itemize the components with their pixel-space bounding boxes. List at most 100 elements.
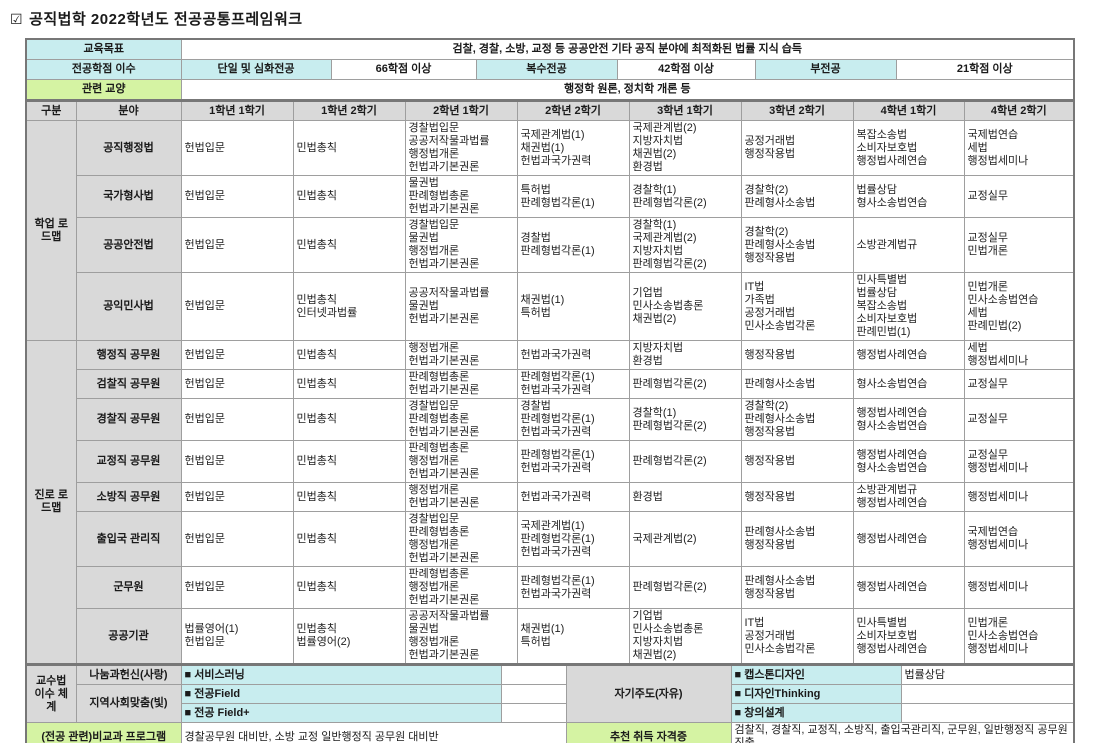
course-name: 행정작용법 bbox=[744, 490, 796, 503]
course-name: 판례형법각론(1) bbox=[520, 245, 595, 257]
course-name: 헌법과국가권력 bbox=[520, 587, 592, 600]
course-cell: IT법 가족법 공정거래법 민사소송법각론 bbox=[740, 272, 854, 341]
course-name: 헌법입문 bbox=[184, 348, 225, 361]
course-cell: 헌법입문 bbox=[180, 120, 294, 176]
course-name: 경찰학(2) bbox=[744, 183, 789, 196]
course-name: 경찰법입문 bbox=[408, 513, 460, 525]
course-name: 행정법개론 bbox=[408, 636, 460, 648]
course-name: 행정법개론 bbox=[408, 342, 460, 354]
course-name: 공공저작물과법률 bbox=[408, 135, 490, 147]
course-name: 헌법입문 bbox=[184, 532, 225, 545]
course-name: 헌법과기본권론 bbox=[408, 355, 480, 367]
course-name: 인터넷과법률 bbox=[296, 306, 358, 319]
field-label: 국가형사법 bbox=[75, 175, 182, 218]
course-cell: 민법총칙 법률영어(2) bbox=[292, 608, 406, 665]
course-name: 민사특별법 bbox=[856, 616, 908, 629]
table-row: 교정직 공무원 헌법입문 민법총칙 판례형법총론 행정법개론 헌법과기본권론 판례형법각론(… bbox=[26, 440, 1075, 483]
course-name: 헌법과국가권력 bbox=[520, 384, 592, 396]
course-cell: 민법총칙 인터넷과법률 bbox=[292, 272, 406, 341]
roadmap-group-label: 학업 로드맵 bbox=[25, 120, 77, 341]
course-name: 헌법입문 bbox=[184, 377, 225, 390]
course-name: 행정법사례연습 bbox=[856, 448, 928, 461]
credits-row: 전공학점 이수 단일 및 심화전공 66학점 이상 복수전공 42학점 이상 부… bbox=[25, 59, 1075, 80]
course-name: 헌법과국가권력 bbox=[520, 348, 592, 361]
course-name: 국제관계법(2) bbox=[632, 232, 697, 244]
course-cell: 국제관계법(1) 판례형법각론(1) 헌법과국가권력 bbox=[516, 511, 630, 567]
course-name: 판례형법각론(1) bbox=[520, 448, 595, 461]
course-cell: 민법개론 민사소송법연습 행정법세미나 bbox=[963, 608, 1075, 665]
course-name: 경찰학(1) bbox=[632, 183, 677, 196]
course-cell: 지방자치법 환경법 bbox=[628, 340, 742, 370]
course-name: 민법개론 bbox=[967, 245, 1008, 257]
course-cell: 헌법과국가권력 bbox=[516, 340, 630, 370]
course-cell: 민법총칙 bbox=[292, 440, 406, 483]
course-name: 판례형법각론(1) bbox=[520, 196, 595, 209]
liberal-arts-text: 행정학 원론, 정치학 개론 등 bbox=[180, 79, 1075, 101]
course-cell: 경찰학(2) 판례형사소송법 bbox=[740, 175, 854, 218]
course-cell: 헌법입문 bbox=[180, 440, 294, 483]
course-name: 판례형법각론(1) bbox=[520, 371, 595, 383]
column-header: 1학년 2학기 bbox=[292, 100, 406, 121]
course-name: 판례형법총론 bbox=[408, 568, 470, 580]
field-label: 경찰직 공무원 bbox=[75, 398, 182, 441]
table-row: 출입국 관리직 헌법입문 민법총칙 경찰법입문 판례형법총론 행정법개론 헌법과기본권론 국제… bbox=[26, 511, 1075, 567]
course-cell: 교정실무 bbox=[963, 369, 1075, 399]
extracurricular-label: (전공 관련)비교과 프로그램 bbox=[25, 722, 182, 743]
course-name: 경찰학(1) bbox=[632, 406, 677, 419]
course-name: 판례형법각론(2) bbox=[632, 581, 707, 593]
course-name: 판례형사소송법 bbox=[744, 238, 816, 251]
course-name: 행정법개론 bbox=[408, 539, 460, 551]
course-name: 판례형법총론 bbox=[408, 371, 470, 383]
course-name: 헌법과기본권론 bbox=[408, 258, 480, 270]
course-cell: 법률상담 형사소송법연습 bbox=[852, 175, 965, 218]
credits-type-double: 복수전공 bbox=[475, 59, 618, 80]
course-cell: 민법총칙 bbox=[292, 175, 406, 218]
course-cell: 판례형법각론(1) 헌법과국가권력 bbox=[516, 440, 630, 483]
course-name: 물권법 bbox=[408, 177, 439, 189]
pedagogy-row-2: 지역사회맞춤(빛) ■ 전공Field ■ 디자인Thinking bbox=[26, 684, 1075, 723]
course-cell: 민법총칙 bbox=[292, 120, 406, 176]
course-name: 교정실무 bbox=[967, 232, 1008, 244]
course-name: 행정법세미나 bbox=[967, 461, 1029, 474]
course-name: 행정법사례연습 bbox=[856, 497, 928, 509]
course-name: 경찰법 bbox=[520, 232, 551, 244]
course-name: 헌법입문 bbox=[184, 490, 225, 503]
course-name: 헌법과국가권력 bbox=[520, 490, 592, 503]
course-name: 행정법사례연습 bbox=[856, 406, 928, 419]
course-name: 공정거래법 bbox=[744, 135, 796, 147]
credits-type-single: 단일 및 심화전공 bbox=[180, 59, 332, 80]
course-cell: 소방관계법규 행정법사례연습 bbox=[852, 482, 965, 512]
course-cell: 헌법입문 bbox=[180, 217, 294, 273]
course-name: 판례형법각론(1) bbox=[520, 574, 595, 587]
course-cell: 판례형사소송법 행정작용법 bbox=[740, 566, 854, 609]
credits-value-single: 66학점 이상 bbox=[330, 59, 477, 80]
column-header: 2학년 1학기 bbox=[404, 100, 518, 121]
pedagogy-row-1: 교수법 이수 체계 나눔과헌신(사랑) ■ 서비스러닝 자기주도(자유) ■ 캡… bbox=[25, 664, 1075, 723]
course-name: 특허법 bbox=[520, 306, 551, 319]
course-name: 특허법 bbox=[520, 183, 551, 196]
pedagogy-item-service-learning: ■ 서비스러닝 bbox=[180, 664, 502, 685]
course-name: 민사소송법연습 bbox=[967, 293, 1039, 306]
course-cell: 물권법 판례형법총론 헌법과기본권론 bbox=[404, 175, 518, 218]
course-cell: 헌법입문 bbox=[180, 272, 294, 341]
course-name: 민법총칙 bbox=[296, 413, 337, 425]
course-name: 행정법세미나 bbox=[967, 490, 1029, 503]
course-name: 물권법 bbox=[408, 623, 439, 635]
course-cell: 헌법입문 bbox=[180, 175, 294, 218]
course-cell: 교정실무 행정법세미나 bbox=[963, 440, 1075, 483]
course-name: 경찰학(1) bbox=[632, 219, 677, 231]
course-cell: 국제관계법(1) 채권법(1) 헌법과국가권력 bbox=[516, 120, 630, 176]
course-name: 행정법개론 bbox=[408, 245, 460, 257]
course-cell: 채권법(1) 특허법 bbox=[516, 608, 630, 665]
course-name: 민사소송법총론 bbox=[632, 300, 704, 312]
course-cell: 민법총칙 bbox=[292, 566, 406, 609]
course-name: 판례형법각론(2) bbox=[632, 377, 707, 390]
roadmap-group-label: 진로 로드맵 bbox=[25, 340, 77, 665]
course-cell: 민사특별법 법률상담 복잡소송법 소비자보호법 판례민법(1) bbox=[852, 272, 965, 341]
table-row: 진로 로드맵 행정직 공무원 헌법입문 민법총칙 행정법개론 헌법과기본권론 헌법과국가권력… bbox=[25, 340, 1075, 665]
course-name: 교정실무 bbox=[967, 448, 1008, 461]
page-title-text: 공직법학 2022학년도 전공공통프레임워크 bbox=[29, 11, 303, 28]
course-name: 지방자치법 bbox=[632, 342, 684, 354]
course-cell: 경찰법입문 판례형법총론 헌법과기본권론 bbox=[404, 398, 518, 441]
credits-label: 전공학점 이수 bbox=[25, 59, 182, 80]
